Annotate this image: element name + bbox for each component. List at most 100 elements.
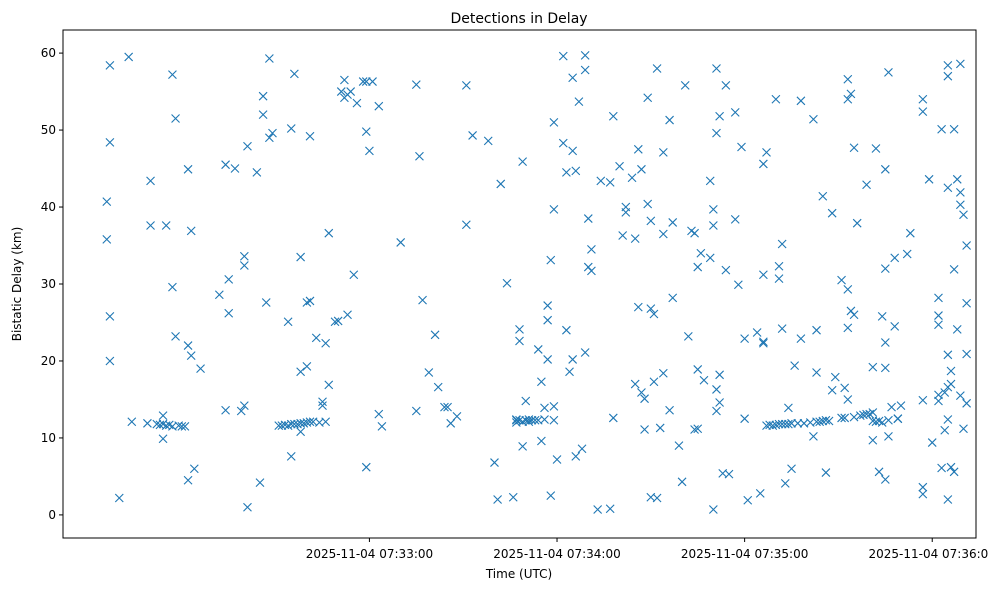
data-point bbox=[955, 188, 965, 197]
data-point bbox=[683, 331, 693, 341]
data-point bbox=[730, 214, 740, 224]
data-point bbox=[896, 401, 906, 411]
data-point bbox=[758, 159, 768, 169]
data-point bbox=[924, 174, 934, 184]
data-point bbox=[571, 452, 581, 461]
data-point bbox=[880, 264, 890, 273]
data-point bbox=[127, 417, 137, 427]
data-point bbox=[715, 111, 724, 121]
data-point bbox=[186, 351, 196, 360]
data-point bbox=[258, 110, 268, 120]
data-point bbox=[261, 298, 271, 307]
data-point bbox=[289, 69, 299, 79]
data-point bbox=[693, 424, 703, 434]
data-point bbox=[171, 331, 180, 341]
data-point bbox=[502, 278, 512, 288]
data-point bbox=[962, 398, 972, 408]
data-point bbox=[596, 176, 606, 186]
data-point bbox=[708, 221, 718, 230]
data-point bbox=[105, 61, 115, 70]
data-point bbox=[877, 311, 887, 321]
data-point bbox=[943, 415, 953, 424]
data-point bbox=[515, 325, 524, 334]
data-point bbox=[774, 261, 784, 271]
data-point bbox=[809, 432, 818, 441]
data-point bbox=[774, 419, 784, 429]
data-point bbox=[937, 124, 946, 134]
data-point bbox=[846, 89, 856, 99]
data-point bbox=[580, 65, 590, 75]
data-point bbox=[934, 320, 943, 330]
data-point bbox=[224, 308, 234, 318]
data-point bbox=[843, 284, 853, 294]
data-point bbox=[946, 366, 956, 376]
data-point bbox=[758, 270, 768, 280]
data-point bbox=[321, 417, 331, 427]
data-point bbox=[934, 293, 943, 303]
data-point bbox=[943, 183, 953, 193]
data-point bbox=[940, 388, 950, 397]
y-tick-label: 60 bbox=[41, 46, 56, 60]
data-point bbox=[283, 317, 293, 327]
data-point bbox=[605, 504, 615, 514]
plot-area: 2025-11-04 07:33:00 2025-11-04 07:34:00 20… bbox=[41, 29, 989, 561]
data-point bbox=[615, 161, 624, 171]
data-point bbox=[868, 362, 878, 372]
data-point bbox=[890, 321, 900, 331]
data-point bbox=[918, 482, 928, 492]
data-point bbox=[927, 438, 937, 447]
data-point bbox=[608, 111, 618, 121]
data-point bbox=[871, 144, 881, 153]
data-point bbox=[305, 296, 315, 306]
data-point bbox=[286, 452, 296, 461]
data-point bbox=[849, 310, 859, 320]
data-point bbox=[552, 455, 562, 464]
data-point bbox=[830, 372, 840, 382]
data-point bbox=[424, 368, 434, 377]
data-point bbox=[934, 396, 943, 406]
data-point bbox=[690, 425, 699, 434]
data-point bbox=[962, 298, 972, 308]
data-point bbox=[102, 234, 112, 244]
data-point bbox=[255, 478, 265, 487]
data-point bbox=[264, 133, 274, 143]
data-point bbox=[708, 204, 718, 214]
data-point bbox=[243, 141, 252, 151]
data-point bbox=[955, 59, 965, 69]
data-point bbox=[324, 228, 334, 238]
data-point bbox=[821, 415, 831, 425]
data-point bbox=[884, 415, 893, 425]
data-point bbox=[577, 444, 587, 454]
data-point bbox=[818, 191, 828, 201]
chart-title: Detections in Delay bbox=[450, 11, 587, 27]
data-point bbox=[793, 418, 803, 428]
data-point bbox=[508, 492, 518, 502]
data-point bbox=[812, 325, 821, 335]
data-point bbox=[884, 67, 893, 77]
data-point bbox=[852, 218, 862, 228]
data-point bbox=[168, 70, 177, 80]
y-tick-label: 20 bbox=[41, 354, 56, 368]
data-point bbox=[183, 475, 193, 485]
data-point bbox=[918, 395, 928, 405]
data-point bbox=[168, 282, 177, 292]
data-point bbox=[712, 128, 721, 138]
data-point bbox=[640, 425, 649, 434]
data-point bbox=[258, 91, 268, 101]
data-point bbox=[152, 419, 162, 429]
data-point bbox=[305, 131, 315, 141]
data-point bbox=[724, 469, 734, 479]
data-point bbox=[890, 253, 900, 263]
data-point bbox=[143, 418, 152, 428]
plot-frame bbox=[62, 29, 977, 539]
data-point bbox=[843, 74, 853, 84]
data-point bbox=[605, 178, 615, 187]
data-point bbox=[296, 252, 306, 262]
data-point bbox=[843, 94, 853, 104]
data-point bbox=[286, 124, 296, 133]
data-point bbox=[758, 337, 768, 347]
data-point bbox=[568, 146, 578, 156]
data-point bbox=[740, 334, 750, 344]
data-point bbox=[696, 248, 706, 258]
